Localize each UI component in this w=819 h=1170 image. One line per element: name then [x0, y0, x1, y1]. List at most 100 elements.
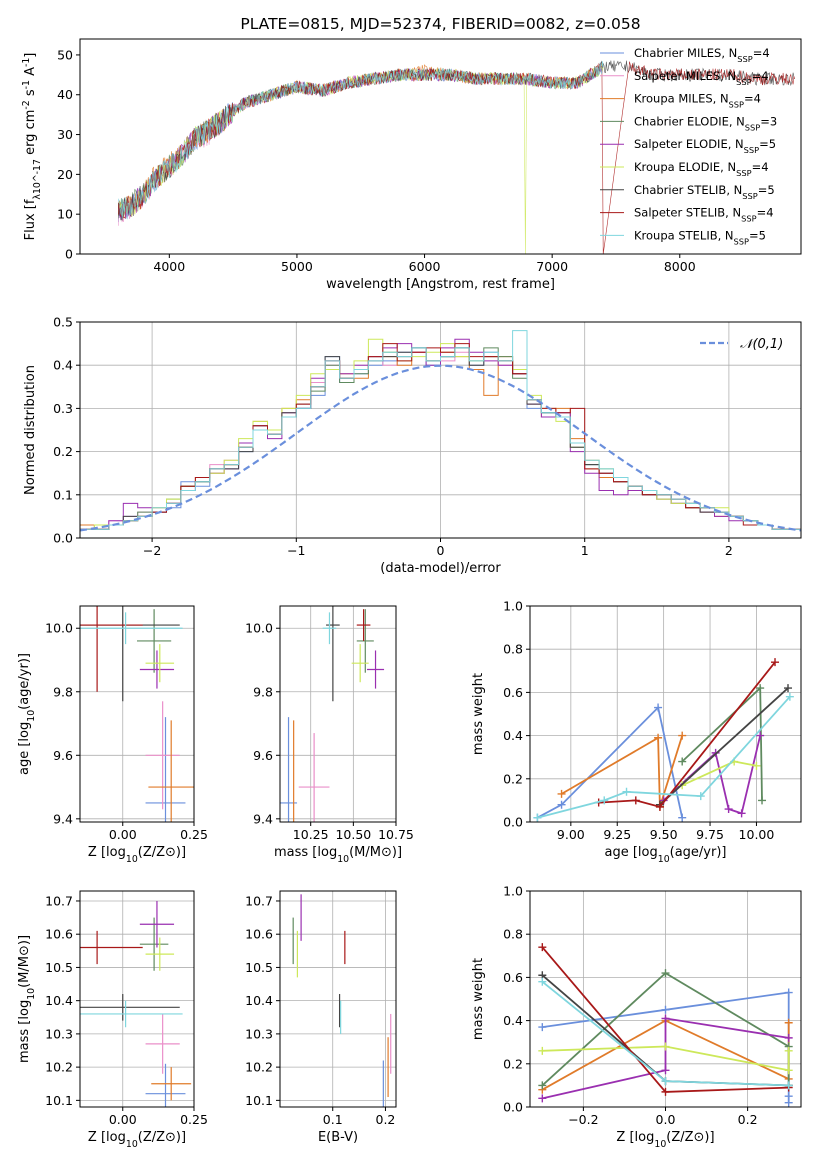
weight-line	[542, 1045, 790, 1072]
y-axis-label: mass weight	[471, 673, 486, 755]
weight-marker	[784, 1081, 793, 1090]
normal-curve	[80, 364, 801, 532]
x-tick-label: 5000	[281, 259, 313, 274]
weight-marker	[785, 692, 794, 701]
weight-marker	[661, 1066, 670, 1075]
weight-marker	[661, 1077, 670, 1086]
weight-marker	[737, 809, 746, 818]
x-axis-label: wavelength [Angstrom, rest frame]	[326, 277, 555, 292]
x-tick-label: 2	[725, 543, 733, 558]
y-tick-label: 10.6	[45, 927, 73, 942]
y-tick-label: 10.5	[245, 960, 273, 975]
weight-marker	[784, 684, 793, 693]
x-tick-label: 6000	[409, 259, 441, 274]
axes-frame	[529, 605, 802, 823]
weight-marker	[784, 1066, 793, 1075]
y-tick-label: 0.8	[503, 642, 523, 657]
y-tick-label: 0.0	[503, 1100, 523, 1115]
y-tick-label: 10.6	[245, 927, 273, 942]
x-tick-label: 0.25	[180, 1112, 208, 1127]
weight-line	[536, 705, 684, 819]
weight-marker	[784, 988, 793, 997]
weight-marker	[654, 703, 663, 712]
legend-label: Kroupa ELODIE, NSSP=4	[634, 160, 769, 178]
y-tick-label: 0.1	[53, 487, 73, 502]
plot-residuals: −2 −1 0 1 2 0.0 0.1 0.2 0.3 0.4 0.5 (data-model)/er…	[23, 315, 802, 576]
y-tick-label: 10.1	[45, 1093, 73, 1108]
x-tick-label: 0.25	[180, 827, 208, 842]
weight-marker	[654, 733, 663, 742]
chart-title: PLATE=0815, MJD=52374, FIBERID=0082, z=0…	[240, 15, 640, 33]
weight-marker	[538, 943, 547, 952]
y-tick-label: 0.2	[53, 444, 73, 459]
x-tick-label: 0.00	[109, 827, 137, 842]
weight-marker	[784, 1033, 793, 1042]
y-axis-label: mass weight	[471, 958, 486, 1040]
plot-spectrum: 4000 5000 6000 7000 8000 0 10 20 30 40 50 wavelengt…	[21, 38, 802, 292]
x-axis-label: Z [log10(Z/Z⊙)]	[88, 1130, 186, 1150]
weight-line	[659, 687, 789, 806]
weight-marker	[661, 1014, 670, 1023]
y-tick-label: 10.2	[45, 1060, 73, 1075]
y-tick-label: 10.7	[245, 893, 273, 908]
y-axis-label: Flux [fλ10^-17 erg cm-2 s-1 A-1]	[21, 53, 43, 241]
x-tick-label: −0.2	[568, 1112, 598, 1127]
plot-area-residuals	[80, 330, 801, 538]
y-tick-label: 9.4	[253, 811, 273, 826]
weight-marker	[661, 1087, 670, 1096]
plot-area-spectrum	[118, 60, 795, 254]
weight-marker	[678, 757, 687, 766]
plot-area-z-vs-mass	[80, 900, 192, 1107]
weight-marker	[557, 789, 566, 798]
legend-label: 𝒩(0,1)	[740, 337, 783, 352]
x-tick-label: 10.25	[293, 827, 329, 842]
x-tick-label: 9.00	[557, 827, 585, 842]
axes-frame	[279, 890, 397, 1108]
legend: Chabrier MILES, NSSP=4 Salpeter MILES, NS…	[600, 46, 777, 246]
y-tick-label: 9.4	[53, 811, 73, 826]
y-tick-label: 10	[57, 207, 73, 222]
legend: 𝒩(0,1)	[700, 337, 783, 352]
y-tick-label: 10.3	[245, 1026, 273, 1041]
y-tick-label: 20	[57, 167, 73, 182]
weight-marker	[631, 796, 640, 805]
y-tick-label: 0.4	[53, 358, 73, 373]
y-tick-label: 1.0	[503, 884, 523, 899]
plot-area-ebv-vs-mass	[292, 894, 392, 1107]
plot-ebv-vs-mass: 0.1 0.2 10.1 10.2 10.3 10.4 10.5 10.6 10.7 E(B-V)	[245, 890, 397, 1145]
weight-marker	[533, 813, 542, 822]
y-tick-label: 9.6	[53, 748, 73, 763]
legend-label: Kroupa MILES, NSSP=4	[634, 92, 761, 110]
weight-marker	[655, 802, 664, 811]
x-tick-label: 0.00	[109, 1112, 137, 1127]
plot-mass-vs-age: 10.25 10.50 10.75 9.4 9.6 9.8 10.0 mass [log10(…	[245, 605, 414, 865]
weight-marker	[622, 787, 631, 796]
legend-label: Chabrier MILES, NSSP=4	[634, 46, 770, 64]
legend-label: Chabrier STELIB, NSSP=5	[634, 183, 775, 201]
x-tick-label: 0.2	[376, 1112, 396, 1127]
y-axis-label: mass [log10(M/M⊙)]	[17, 935, 37, 1063]
x-axis-label: Z [log10(Z/Z⊙)]	[616, 1130, 714, 1150]
plot-z-vs-age: 0.00 0.25 9.4 9.6 9.8 10.0 Z [log10(Z/Z⊙)] age …	[17, 605, 208, 865]
y-tick-label: 0.2	[503, 771, 523, 786]
x-tick-label: 1	[581, 543, 589, 558]
weight-marker	[784, 1018, 793, 1027]
y-tick-label: 10.7	[45, 893, 73, 908]
axes-frame	[279, 605, 397, 823]
y-tick-label: 0.6	[503, 970, 523, 985]
spectrum-line	[118, 63, 604, 254]
x-tick-label: 10.50	[335, 827, 371, 842]
y-tick-label: 0.3	[53, 401, 73, 416]
weight-marker	[661, 969, 670, 978]
x-tick-label: 8000	[664, 259, 696, 274]
weight-marker	[661, 1005, 670, 1014]
weight-marker	[538, 1046, 547, 1055]
weight-marker	[752, 761, 761, 770]
y-tick-label: 0.4	[503, 1013, 523, 1028]
weight-marker	[784, 1098, 793, 1107]
weight-line	[598, 661, 776, 808]
y-tick-label: 50	[57, 47, 73, 62]
x-tick-label: 10.75	[378, 827, 414, 842]
spectrum-line	[118, 61, 604, 220]
y-tick-label: 10.1	[245, 1093, 273, 1108]
